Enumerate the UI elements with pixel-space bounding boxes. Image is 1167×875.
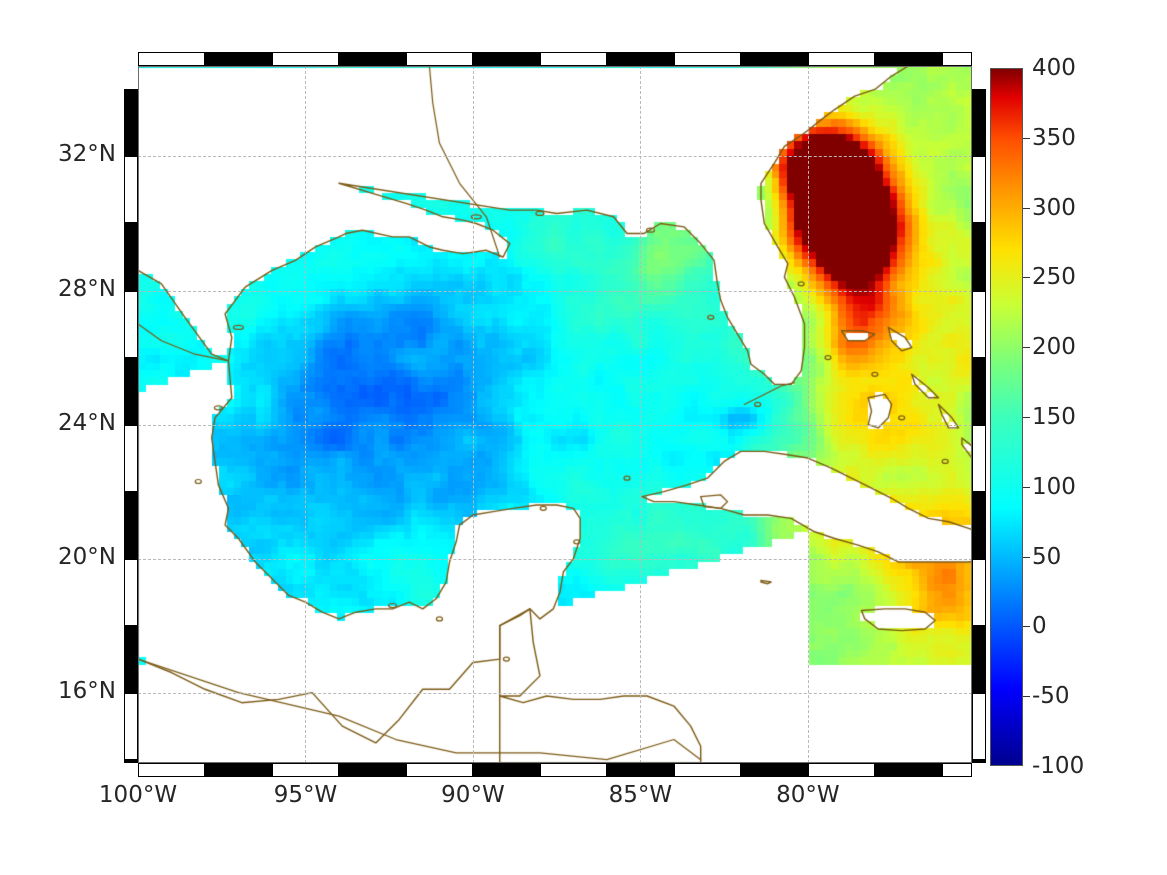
border-segment-bottom <box>338 763 406 777</box>
border-segment-bottom <box>941 763 972 777</box>
border-segment-bottom <box>874 763 942 777</box>
colorbar-tick-mark <box>1023 486 1030 488</box>
lat-tick-label: 28°N <box>58 275 116 302</box>
colorbar-tick-mark <box>1023 417 1030 418</box>
border-segment-left <box>124 357 138 425</box>
border-segment-top <box>807 52 875 66</box>
lat-tick-label: 16°N <box>58 677 116 704</box>
lon-tick-label: 95°W <box>273 782 338 808</box>
colorbar-tick-mark <box>1023 137 1030 139</box>
lat-tick-label: 24°N <box>58 409 116 436</box>
gridline-meridian <box>807 66 809 763</box>
border-segment-top <box>740 52 808 66</box>
border-segment-left <box>124 424 138 492</box>
colorbar-tick-label: 300 <box>1032 194 1076 221</box>
border-segment-left <box>124 223 138 291</box>
border-segment-top <box>405 52 473 66</box>
colorbar-tick-mark <box>1023 277 1030 279</box>
lat-tick-label: 32°N <box>58 141 116 168</box>
border-segment-left <box>124 692 138 760</box>
border-segment-left <box>124 156 138 224</box>
border-segment-left <box>124 759 138 763</box>
colorbar-tick-mark <box>1023 207 1030 209</box>
border-segment-top <box>606 52 674 66</box>
map-data-layer <box>138 66 972 763</box>
border-segment-left <box>124 491 138 559</box>
gridline-parallel <box>138 156 972 158</box>
border-segment-top <box>204 52 272 66</box>
border-segment-right <box>972 290 986 358</box>
border-segment-bottom <box>606 763 674 777</box>
border-segment-right <box>972 223 986 291</box>
lon-tick-label: 80°W <box>776 782 840 808</box>
colorbar-tick-mark <box>1023 347 1030 349</box>
colorbar-tick-label: -50 <box>1032 683 1070 710</box>
border-segment-right <box>972 491 986 559</box>
gridline-parallel <box>138 692 972 694</box>
border-segment-left <box>124 625 138 693</box>
gridline-meridian <box>640 66 642 763</box>
border-segment-bottom <box>539 763 607 777</box>
lon-tick-label: 90°W <box>441 782 505 808</box>
border-segment-top <box>138 52 205 66</box>
colorbar-tick-label: 0 <box>1032 613 1047 640</box>
border-segment-bottom <box>204 763 272 777</box>
lon-tick-label: 85°W <box>608 782 673 808</box>
border-segment-right <box>972 156 986 224</box>
border-segment-bottom <box>673 763 741 777</box>
colorbar-tick-mark <box>1023 696 1030 698</box>
colorbar[interactable] <box>990 68 1023 766</box>
gridline-parallel <box>138 558 972 560</box>
gridline-meridian <box>472 66 474 763</box>
border-segment-top <box>338 52 406 66</box>
border-segment-right <box>972 424 986 492</box>
border-segment-right <box>972 357 986 425</box>
gridline-parallel <box>138 290 972 292</box>
border-segment-left <box>124 290 138 358</box>
border-segment-right <box>972 692 986 760</box>
border-segment-top <box>874 52 942 66</box>
colorbar-tick-label: 150 <box>1032 404 1076 430</box>
colorbar-tick-label: 200 <box>1032 334 1076 361</box>
border-segment-right <box>972 625 986 693</box>
border-segment-bottom <box>271 763 339 777</box>
border-segment-bottom <box>405 763 473 777</box>
border-segment-bottom <box>138 763 205 777</box>
colorbar-tick-label: 350 <box>1032 124 1076 151</box>
border-segment-bottom <box>472 763 540 777</box>
border-segment-right <box>972 759 986 763</box>
border-segment-top <box>271 52 339 66</box>
border-segment-right <box>972 558 986 626</box>
colorbar-tick-label: 250 <box>1032 264 1076 291</box>
border-segment-bottom <box>807 763 875 777</box>
gridline-meridian <box>305 66 307 763</box>
colorbar-tick-label: 100 <box>1032 473 1076 500</box>
lon-tick-label: 100°W <box>98 782 178 808</box>
border-segment-top <box>539 52 607 66</box>
border-segment-top <box>941 52 972 66</box>
border-segment-left <box>124 89 138 157</box>
border-segment-top <box>673 52 741 66</box>
colorbar-gradient <box>990 68 1023 766</box>
colorbar-tick-label: 50 <box>1032 543 1062 570</box>
border-segment-top <box>472 52 540 66</box>
colorbar-tick-mark <box>1023 626 1030 628</box>
colorbar-tick-mark <box>1023 556 1030 558</box>
gridline-meridian <box>138 66 139 763</box>
map-axes[interactable] <box>138 66 972 763</box>
colorbar-tick-label: 400 <box>1032 55 1076 81</box>
border-segment-left <box>124 558 138 626</box>
border-segment-right <box>972 89 986 157</box>
border-segment-bottom <box>740 763 808 777</box>
colorbar-tick-label: -100 <box>1032 753 1085 779</box>
gridline-parallel <box>138 424 972 426</box>
lat-tick-label: 20°N <box>58 543 116 570</box>
